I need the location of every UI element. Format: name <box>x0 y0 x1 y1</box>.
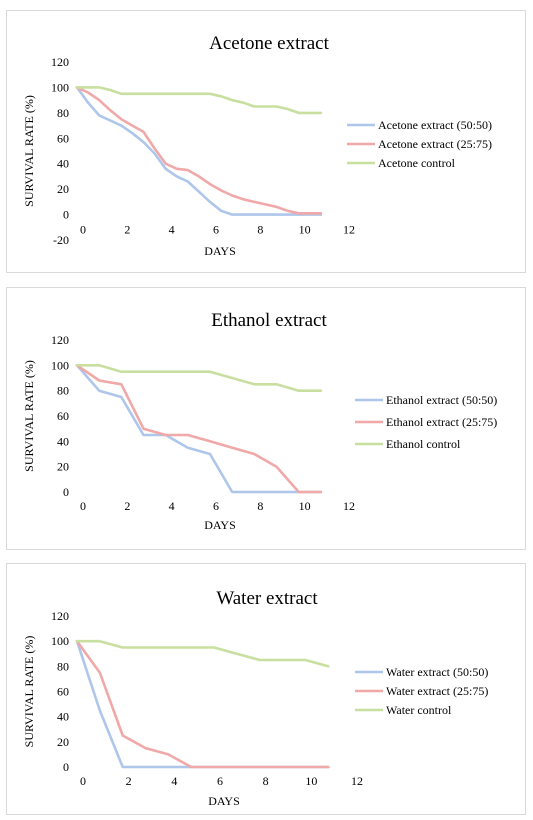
chart-title: Water extract <box>216 588 318 609</box>
acetone-chart: Acetone extract DAYS SURVIVAL RATE (%) -… <box>22 33 492 258</box>
ethanol-chart: Ethanol extract DAYS SURVIVAL RATE (%) 0… <box>22 310 497 532</box>
ethanol-chart-panel: Ethanol extract DAYS SURVIVAL RATE (%) 0… <box>6 287 526 550</box>
x-tick-label: 8 <box>263 774 269 788</box>
x-tick-label: 4 <box>169 499 175 513</box>
x-tick-label: 12 <box>351 774 363 788</box>
y-tick-label: 20 <box>57 460 69 474</box>
y-tick-label: -20 <box>53 233 69 247</box>
y-tick-label: 20 <box>57 182 69 196</box>
chart-title: Ethanol extract <box>211 310 327 331</box>
series-line-2 <box>75 639 330 769</box>
legend-entry: Ethanol control <box>386 437 461 451</box>
y-axis-label: SURVIVAL RATE (%) <box>22 636 36 748</box>
x-tick-label: 0 <box>80 774 86 788</box>
y-tick-label: 20 <box>57 735 69 749</box>
x-tick-label: 10 <box>299 223 311 237</box>
x-tick-label: 10 <box>299 499 311 513</box>
x-tick-label: 2 <box>126 774 132 788</box>
legend-entry: Water control <box>386 703 452 717</box>
series-line-3 <box>75 364 323 392</box>
x-axis-label: DAYS <box>208 794 240 808</box>
series-line-1 <box>75 86 323 216</box>
legend-entry: Acetone extract (50:50) <box>378 118 492 132</box>
chart-title: Acetone extract <box>209 33 329 54</box>
x-tick-label: 0 <box>80 499 86 513</box>
y-tick-label: 0 <box>63 485 69 499</box>
series-line-3 <box>75 639 330 668</box>
x-tick-label: 12 <box>343 499 355 513</box>
y-tick-label: 60 <box>57 131 69 145</box>
y-tick-label: 40 <box>57 434 69 448</box>
y-tick-label: 0 <box>63 208 69 222</box>
y-tick-label: 120 <box>51 333 69 347</box>
y-tick-label: 0 <box>63 760 69 774</box>
y-axis-label: SURVIVAL RATE (%) <box>22 95 36 207</box>
series-line-1 <box>75 364 323 494</box>
y-tick-label: 100 <box>51 358 69 372</box>
y-tick-label: 40 <box>57 157 69 171</box>
x-tick-label: 2 <box>124 223 130 237</box>
y-tick-label: 40 <box>57 710 69 724</box>
y-tick-label: 100 <box>51 634 69 648</box>
y-tick-label: 120 <box>51 609 69 623</box>
x-tick-label: 8 <box>257 223 263 237</box>
x-tick-label: 4 <box>169 223 175 237</box>
x-axis-label: DAYS <box>204 518 236 532</box>
legend-entry: Water extract (50:50) <box>386 665 488 679</box>
y-tick-label: 120 <box>51 55 69 69</box>
y-axis-label: SURVIVAL RATE (%) <box>22 360 36 472</box>
legend-entry: Acetone control <box>378 156 456 170</box>
legend-entry: Acetone extract (25:75) <box>378 137 492 151</box>
x-tick-label: 4 <box>171 774 177 788</box>
x-tick-label: 10 <box>305 774 317 788</box>
legend-entry: Ethanol extract (50:50) <box>386 393 497 407</box>
y-tick-label: 80 <box>57 106 69 120</box>
legend-entry: Water extract (25:75) <box>386 684 488 698</box>
water-chart-panel: Water extract DAYS SURVIVAL RATE (%) 0 20… <box>6 563 526 815</box>
legend-entry: Ethanol extract (25:75) <box>386 415 497 429</box>
x-tick-label: 2 <box>124 499 130 513</box>
y-tick-label: 80 <box>57 659 69 673</box>
y-tick-label: 60 <box>57 409 69 423</box>
water-chart: Water extract DAYS SURVIVAL RATE (%) 020… <box>22 588 488 808</box>
y-tick-label: 60 <box>57 685 69 699</box>
x-axis-label: DAYS <box>204 244 236 258</box>
series-line-2 <box>75 364 323 494</box>
x-tick-label: 0 <box>80 223 86 237</box>
x-tick-label: 6 <box>213 223 219 237</box>
x-tick-label: 12 <box>343 223 355 237</box>
series-line-2 <box>75 86 323 215</box>
y-tick-label: 100 <box>51 80 69 94</box>
y-tick-label: 80 <box>57 384 69 398</box>
x-tick-label: 6 <box>217 774 223 788</box>
acetone-chart-panel: Acetone extract DAYS SURVIVAL RATE (%) -… <box>6 10 526 273</box>
x-tick-label: 8 <box>257 499 263 513</box>
series-line-3 <box>75 86 323 115</box>
x-tick-label: 6 <box>213 499 219 513</box>
